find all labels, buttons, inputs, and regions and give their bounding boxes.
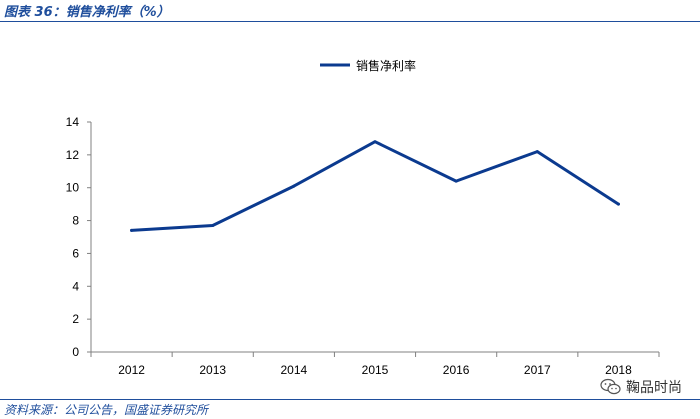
data-point bbox=[292, 184, 296, 188]
y-tick-label: 4 bbox=[72, 279, 79, 293]
legend-label: 销售净利率 bbox=[356, 58, 416, 73]
y-tick-label: 12 bbox=[66, 148, 80, 162]
data-point bbox=[373, 140, 377, 144]
y-tick-label: 2 bbox=[72, 312, 79, 326]
plot-area bbox=[130, 140, 620, 232]
y-tick-label: 8 bbox=[72, 214, 79, 228]
x-tick-label: 2013 bbox=[199, 363, 226, 377]
figure-caption: 图表 36：销售净利率（%） bbox=[4, 5, 170, 20]
x-tick-label: 2014 bbox=[281, 363, 308, 377]
series-line bbox=[130, 140, 620, 232]
source-note: 资料来源：公司公告，国盛证券研究所 bbox=[4, 403, 209, 417]
x-tick-label: 2018 bbox=[605, 363, 632, 377]
footer-rule bbox=[0, 399, 700, 400]
figure-caption-bar: 图表 36：销售净利率（%） bbox=[0, 0, 700, 22]
watermark-text: 鞠品时尚 bbox=[626, 380, 682, 396]
x-tick-label: 2016 bbox=[443, 363, 470, 377]
x-tick-label: 2012 bbox=[118, 363, 145, 377]
watermark: 鞠品时尚 bbox=[600, 376, 682, 398]
y-tick-label: 6 bbox=[72, 246, 79, 260]
axes: 0 2 4 6 8 10 12 14 2012 2013 2014 2015 2016 2017 2018 bbox=[66, 115, 660, 377]
data-point bbox=[535, 150, 539, 154]
data-point bbox=[211, 224, 215, 227]
data-point bbox=[454, 179, 458, 183]
data-point bbox=[616, 202, 620, 206]
wechat-icon bbox=[600, 378, 621, 395]
y-tick-label: 10 bbox=[66, 181, 80, 195]
legend: 销售净利率 bbox=[320, 58, 416, 73]
y-tick-label: 14 bbox=[66, 115, 80, 129]
x-tick-label: 2017 bbox=[524, 363, 551, 377]
y-tick-label: 0 bbox=[72, 345, 79, 359]
x-tick-label: 2015 bbox=[362, 363, 389, 377]
data-point bbox=[130, 228, 134, 232]
